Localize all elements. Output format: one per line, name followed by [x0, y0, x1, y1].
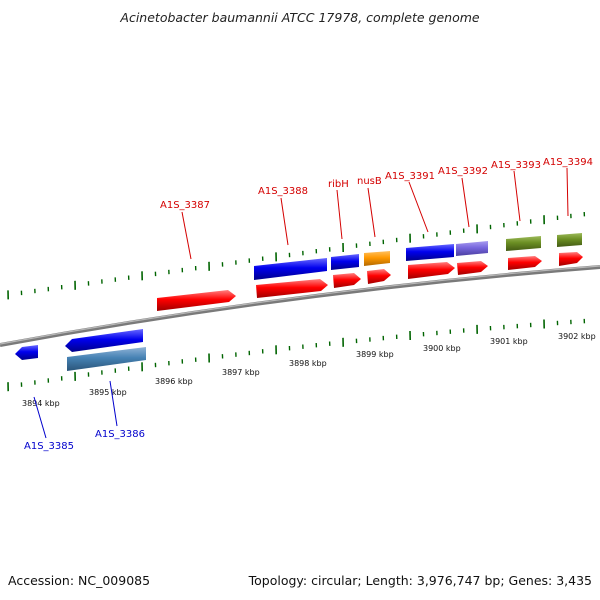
- leader-nusb: [367, 187, 376, 238]
- gene-bar-a1s3394[interactable]: [557, 233, 582, 247]
- gene-bar-ribh[interactable]: [331, 254, 359, 270]
- scale-tick-3898: 3898 kbp: [289, 359, 327, 368]
- label-a1s3388[interactable]: A1S_3388: [258, 186, 308, 197]
- reverse-gene-row: [15, 329, 146, 371]
- forward-tick-track: [7, 211, 586, 300]
- cds-arrow-a1s3394[interactable]: [559, 252, 583, 266]
- forward-cds-row: [157, 252, 583, 311]
- gene-bar-nusb[interactable]: [364, 251, 390, 266]
- scale-labels: 3894 kbp 3895 kbp 3896 kbp 3897 kbp 3898…: [22, 332, 596, 408]
- cds-arrow-a1s3388[interactable]: [256, 279, 328, 298]
- leader-a1s3394: [566, 167, 569, 217]
- label-a1s3387[interactable]: A1S_3387: [160, 200, 210, 211]
- label-a1s3394[interactable]: A1S_3394: [543, 157, 593, 168]
- label-nusb[interactable]: nusB: [357, 176, 382, 187]
- leader-a1s3393: [513, 170, 521, 222]
- cds-arrow-a1s3393[interactable]: [508, 256, 542, 270]
- gene-arrow-a1s3385[interactable]: [15, 345, 38, 360]
- reverse-gene-labels: A1S_3385 A1S_3386: [24, 380, 145, 452]
- gene-bar-a1s3392[interactable]: [456, 241, 488, 256]
- leader-a1s3386: [109, 380, 118, 427]
- label-a1s3385[interactable]: A1S_3385: [24, 441, 74, 452]
- label-a1s3386[interactable]: A1S_3386: [95, 429, 145, 440]
- scale-tick-3896: 3896 kbp: [155, 377, 193, 386]
- leader-a1s3392: [461, 177, 470, 228]
- cds-arrow-ribh[interactable]: [333, 273, 361, 288]
- leader-a1s3391: [408, 181, 429, 233]
- map-title: Acinetobacter baumannii ATCC 17978, comp…: [119, 10, 479, 25]
- forward-gene-labels: A1S_3387 A1S_3388 ribH nusB A1S_3391 A1S…: [160, 157, 593, 260]
- cds-arrow-a1s3391[interactable]: [408, 262, 455, 279]
- scale-tick-3897: 3897 kbp: [222, 368, 260, 377]
- leader-a1s3385: [33, 396, 47, 439]
- leader-a1s3387: [181, 211, 192, 260]
- gene-arrow-a1s3386[interactable]: [65, 329, 143, 352]
- cds-arrow-nusb[interactable]: [367, 269, 391, 284]
- scale-tick-3894: 3894 kbp: [22, 399, 60, 408]
- label-a1s3393[interactable]: A1S_3393: [491, 160, 541, 171]
- cds-arrow-a1s3392[interactable]: [457, 261, 488, 275]
- scale-tick-3901: 3901 kbp: [490, 337, 528, 346]
- genome-backbone: [0, 265, 600, 347]
- genome-backbone-highlight: [0, 265, 600, 345]
- label-ribh[interactable]: ribH: [328, 179, 349, 190]
- leader-a1s3388: [280, 197, 289, 246]
- scale-tick-3902: 3902 kbp: [558, 332, 596, 341]
- forward-gene-row: [254, 233, 582, 280]
- scale-tick-3900: 3900 kbp: [423, 344, 461, 353]
- gene-bar-a1s3393[interactable]: [506, 236, 541, 251]
- label-a1s3391[interactable]: A1S_3391: [385, 171, 435, 182]
- gene-bar-a1s3391[interactable]: [406, 244, 454, 261]
- leader-ribh: [336, 189, 343, 240]
- gene-bar-a1s3388[interactable]: [254, 258, 327, 280]
- label-a1s3392[interactable]: A1S_3392: [438, 166, 488, 177]
- accession-text: Accession: NC_009085: [8, 573, 150, 588]
- scale-tick-3899: 3899 kbp: [356, 350, 394, 359]
- reverse-tick-track: [7, 318, 586, 392]
- scale-tick-3895: 3895 kbp: [89, 388, 127, 397]
- genome-summary-text: Topology: circular; Length: 3,976,747 bp…: [248, 573, 592, 588]
- cds-arrow-a1s3387[interactable]: [157, 290, 236, 311]
- gene-bar-a1s3386-steel[interactable]: [67, 347, 146, 371]
